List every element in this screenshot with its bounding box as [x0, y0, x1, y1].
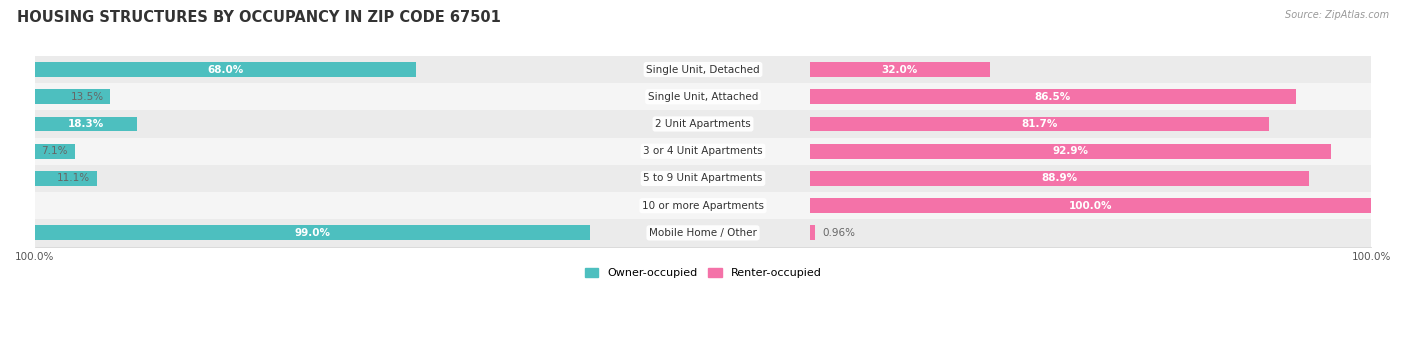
Bar — [810, 62, 990, 77]
Bar — [810, 198, 1371, 213]
Text: Single Unit, Attached: Single Unit, Attached — [648, 92, 758, 102]
Bar — [35, 117, 138, 132]
Text: 81.7%: 81.7% — [1021, 119, 1057, 129]
Text: 3 or 4 Unit Apartments: 3 or 4 Unit Apartments — [643, 146, 763, 156]
Text: 32.0%: 32.0% — [882, 64, 918, 75]
Bar — [35, 56, 1371, 83]
Text: Single Unit, Detached: Single Unit, Detached — [647, 64, 759, 75]
Bar — [810, 171, 1309, 186]
Text: Mobile Home / Other: Mobile Home / Other — [650, 228, 756, 238]
Text: 0.96%: 0.96% — [823, 228, 855, 238]
Bar — [35, 110, 1371, 138]
Text: 7.1%: 7.1% — [41, 146, 67, 156]
Bar — [810, 89, 1295, 104]
Bar — [810, 225, 815, 240]
Bar — [810, 144, 1331, 159]
Text: 68.0%: 68.0% — [208, 64, 243, 75]
Bar — [35, 138, 1371, 165]
Text: 99.0%: 99.0% — [295, 228, 330, 238]
Text: 88.9%: 88.9% — [1042, 174, 1077, 183]
Text: 2 Unit Apartments: 2 Unit Apartments — [655, 119, 751, 129]
Text: 13.5%: 13.5% — [70, 92, 104, 102]
Text: 5 to 9 Unit Apartments: 5 to 9 Unit Apartments — [644, 174, 762, 183]
Text: 92.9%: 92.9% — [1053, 146, 1088, 156]
Text: Source: ZipAtlas.com: Source: ZipAtlas.com — [1285, 10, 1389, 20]
Text: 100.0%: 100.0% — [1069, 201, 1112, 211]
Text: HOUSING STRUCTURES BY OCCUPANCY IN ZIP CODE 67501: HOUSING STRUCTURES BY OCCUPANCY IN ZIP C… — [17, 10, 501, 25]
Text: 11.1%: 11.1% — [58, 174, 90, 183]
Bar — [35, 83, 1371, 110]
Bar — [35, 171, 97, 186]
Bar — [35, 192, 1371, 219]
Bar — [35, 225, 591, 240]
Text: 10 or more Apartments: 10 or more Apartments — [643, 201, 763, 211]
Bar — [35, 165, 1371, 192]
Bar — [35, 144, 75, 159]
Bar — [35, 219, 1371, 247]
Bar — [35, 89, 111, 104]
Bar — [810, 117, 1268, 132]
Bar — [35, 62, 416, 77]
Text: 18.3%: 18.3% — [67, 119, 104, 129]
Legend: Owner-occupied, Renter-occupied: Owner-occupied, Renter-occupied — [581, 264, 825, 283]
Text: 86.5%: 86.5% — [1035, 92, 1071, 102]
